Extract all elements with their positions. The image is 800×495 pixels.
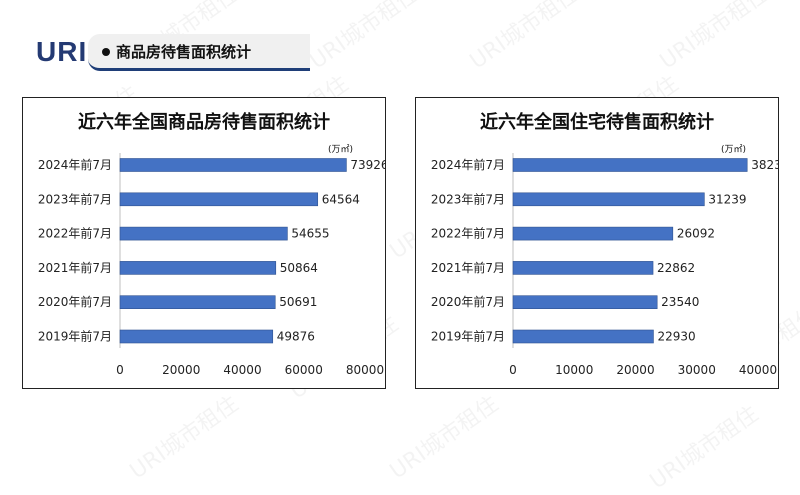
bar (512, 192, 705, 207)
bullet-icon (102, 48, 110, 56)
category-label: 2019年前7月 (431, 329, 505, 344)
category-label: 2021年前7月 (38, 260, 112, 275)
x-tick-label: 40000 (223, 363, 261, 377)
data-label: 50691 (279, 295, 317, 309)
category-label: 2024年前7月 (431, 157, 505, 172)
page-header: URI 商品房待售面积统计 (36, 32, 310, 72)
x-tick-label: 60000 (285, 363, 323, 377)
watermark-text: URI城市租住 (642, 397, 763, 495)
bar (119, 295, 276, 309)
watermark-text: URI城市租住 (302, 0, 423, 75)
x-tick-label: 20000 (162, 363, 200, 377)
data-label: 73926 (350, 158, 385, 172)
data-label: 64564 (322, 192, 360, 206)
x-tick-label: 10000 (555, 363, 593, 377)
chart-panel-residential: 近六年全国住宅待售面积统计 (万㎡) 2024年前7月 38238 2023年前7月 31… (415, 97, 779, 389)
x-tick-label: 0 (509, 363, 517, 377)
bar (512, 295, 658, 309)
data-label: 22862 (657, 261, 695, 275)
x-tick-label: 40000 (739, 363, 777, 377)
data-label: 54655 (291, 227, 329, 241)
x-tick-label: 20000 (616, 363, 654, 377)
category-label: 2019年前7月 (38, 329, 112, 344)
commercial-housing-bar-chart: 近六年全国商品房待售面积统计 (万㎡) 2024年前7月 73926 2023年前7月 6… (38, 111, 385, 377)
bar (119, 158, 347, 172)
x-tick-label: 30000 (678, 363, 716, 377)
uri-logo: URI (36, 36, 88, 67)
data-label: 23540 (661, 295, 699, 309)
section-title-pill: 商品房待售面积统计 (88, 34, 310, 71)
chart-panel-commercial: 近六年全国商品房待售面积统计 (万㎡) 2024年前7月 73926 2023年前7月 6… (22, 97, 386, 389)
watermark-text: URI城市租住 (462, 0, 583, 75)
x-tick-label: 80000 (346, 363, 384, 377)
bar (119, 261, 277, 275)
category-label: 2021年前7月 (431, 260, 505, 275)
x-tick-label: 0 (116, 363, 124, 377)
category-label: 2023年前7月 (431, 191, 505, 206)
data-label: 31239 (708, 192, 746, 206)
unit-label: (万㎡) (721, 144, 746, 155)
data-label: 38238 (751, 158, 778, 172)
chart-title: 近六年全国商品房待售面积统计 (78, 111, 330, 133)
unit-label: (万㎡) (328, 144, 353, 155)
data-label: 49876 (277, 330, 315, 344)
watermark-text: URI城市租住 (382, 387, 503, 485)
bar (512, 158, 748, 172)
residential-housing-bar-chart: 近六年全国住宅待售面积统计 (万㎡) 2024年前7月 38238 2023年前7月 31… (431, 111, 778, 377)
bar (512, 329, 654, 344)
bar (512, 261, 654, 275)
chart-title: 近六年全国住宅待售面积统计 (480, 111, 714, 133)
category-label: 2024年前7月 (38, 157, 112, 172)
category-label: 2022年前7月 (431, 226, 505, 241)
bar (119, 192, 319, 207)
category-label: 2022年前7月 (38, 226, 112, 241)
category-label: 2020年前7月 (38, 294, 112, 309)
data-label: 26092 (677, 227, 715, 241)
watermark-text: URI城市租住 (652, 0, 773, 75)
data-label: 50864 (280, 261, 318, 275)
bar (119, 329, 274, 344)
section-title: 商品房待售面积统计 (116, 43, 252, 61)
data-label: 22930 (657, 330, 695, 344)
bar (512, 226, 674, 241)
category-label: 2020年前7月 (431, 294, 505, 309)
watermark-text: URI城市租住 (122, 387, 243, 485)
bar (119, 226, 288, 241)
category-label: 2023年前7月 (38, 191, 112, 206)
